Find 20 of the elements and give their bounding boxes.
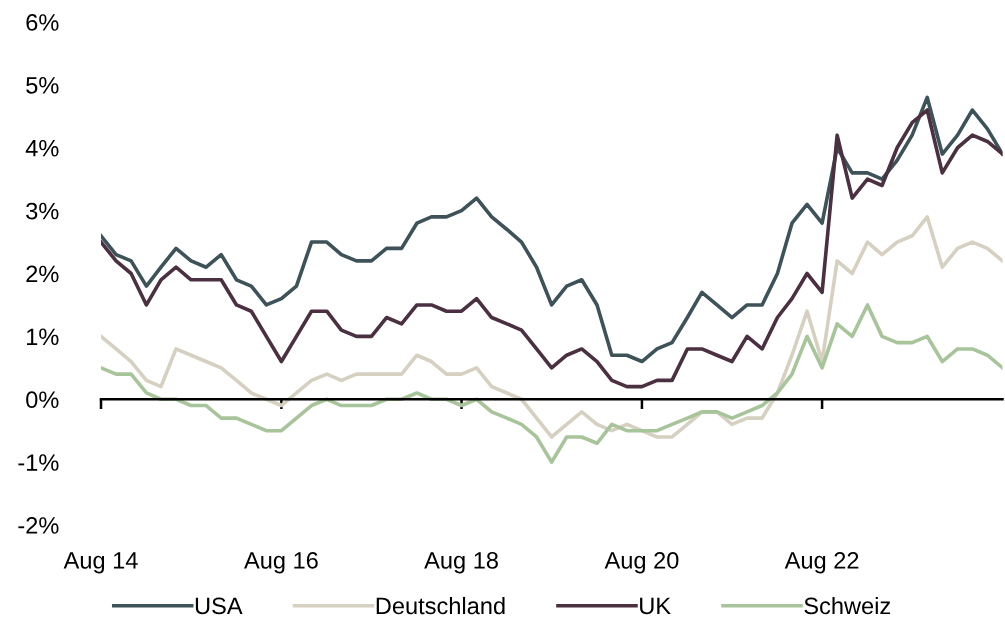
legend-label: USA	[195, 597, 243, 615]
legend-label: UK	[640, 597, 671, 615]
legend-label: Deutschland	[376, 596, 505, 615]
y-tick-label: -2%	[18, 517, 59, 534]
x-tick-label: Aug 18	[424, 552, 498, 574]
line-series	[101, 215, 1003, 439]
y-tick-label: 3%	[26, 202, 59, 220]
line-series	[101, 303, 1003, 464]
x-tick-label: Aug 16	[244, 552, 318, 574]
y-tick-label: 5%	[26, 77, 59, 94]
x-tick-label: Aug 20	[604, 552, 679, 574]
y-tick-label: 1%	[27, 328, 59, 346]
legend-label: Schweiz	[804, 596, 891, 615]
y-tick-label: 0%	[26, 391, 59, 409]
y-tick-label: 4%	[25, 139, 59, 157]
x-tick-label: Aug 14	[63, 552, 138, 574]
y-tick-label: 2%	[26, 265, 59, 283]
y-tick-label: 6%	[26, 14, 59, 31]
x-tick-label: Aug 22	[784, 552, 859, 574]
y-tick-label: -1%	[18, 454, 59, 471]
